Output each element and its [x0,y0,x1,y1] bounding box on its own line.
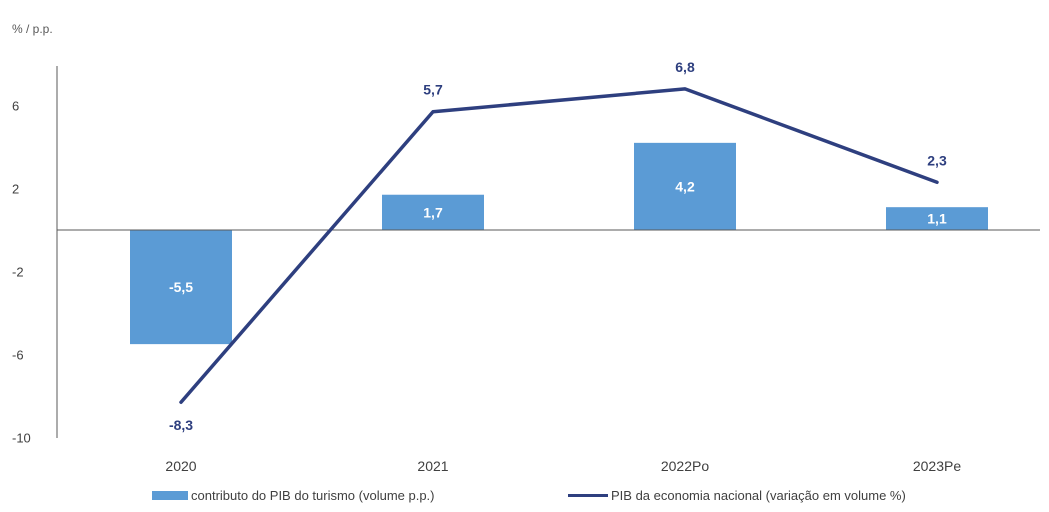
legend-label-bar: contributo do PIB do turismo (volume p.p… [191,488,435,503]
x-tick-label-3: 2023Pe [913,458,961,474]
unit-label: % / p.p. [12,22,53,36]
y-tick-label-4: -10 [12,431,31,446]
legend-item-line: PIB da economia nacional (variação em vo… [568,488,906,503]
combo-chart: 6 2 -2 -6 -10 -5,5 1,7 4,2 1,1 -8,3 5,7 6,8 2,3 2020 2… [12,59,1040,474]
line-label-3: 2,3 [927,152,947,168]
y-tick-label-1: 2 [12,182,19,197]
legend-swatch-line [568,494,608,497]
line-label-0: -8,3 [169,417,193,433]
legend-item-bar: contributo do PIB do turismo (volume p.p… [152,488,435,503]
line-series [179,87,939,404]
bar-2 [634,142,736,230]
bar-1 [382,194,484,230]
bar-label-2: 4,2 [675,178,695,194]
bar-label-0: -5,5 [169,279,193,295]
bar-3 [886,207,988,230]
x-tick-label-1: 2021 [417,458,448,474]
y-tick-label-3: -6 [12,348,24,363]
line-label-1: 5,7 [423,82,443,98]
x-tick-label-0: 2020 [165,458,196,474]
legend-swatch-bar [152,491,188,500]
line-label-2: 6,8 [675,59,695,75]
x-tick-label-2: 2022Po [661,458,709,474]
legend: contributo do PIB do turismo (volume p.p… [0,488,1049,508]
y-tick-label-2: -2 [12,265,24,280]
bar-label-1: 1,7 [423,204,443,220]
legend-label-line: PIB da economia nacional (variação em vo… [611,488,906,503]
bar-label-3: 1,1 [927,211,947,227]
y-tick-label-0: 6 [12,99,19,114]
bar-0 [130,230,232,345]
